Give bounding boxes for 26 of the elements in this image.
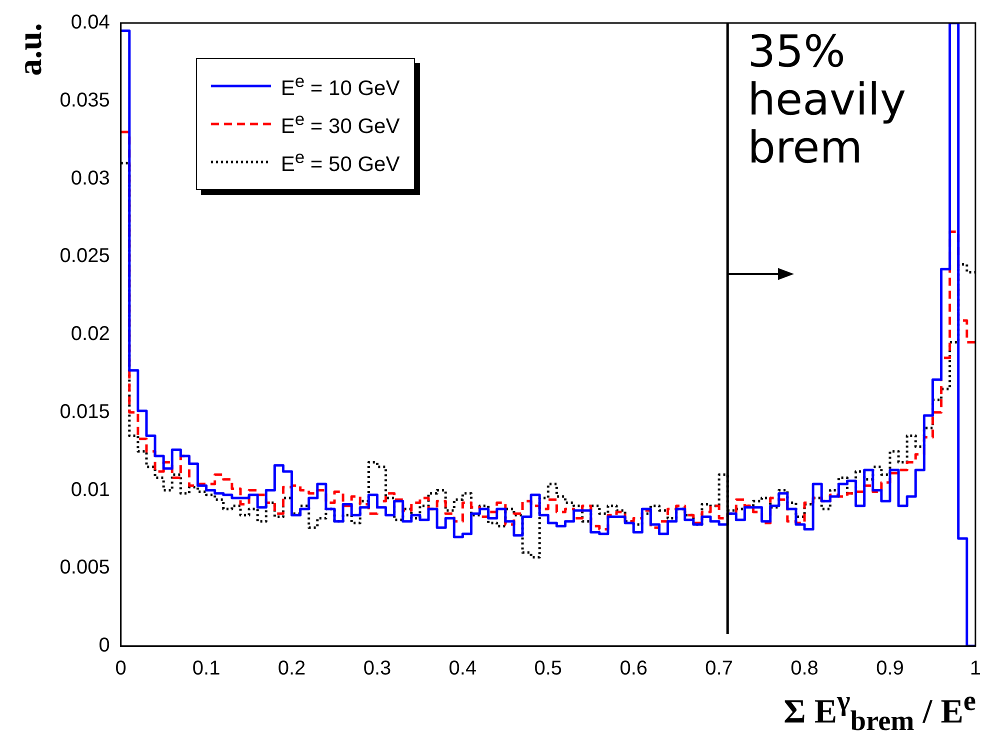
- y-tick-label: 0.035: [60, 89, 110, 112]
- y-tick-label: 0.03: [70, 167, 110, 190]
- y-tick-label: 0.005: [60, 556, 110, 579]
- y-tick-label: 0.015: [60, 400, 110, 423]
- x-tick-label: 0.8: [790, 658, 818, 680]
- y-tick-label: 0.02: [70, 323, 110, 346]
- y-axis-title: a.u.: [12, 23, 50, 76]
- x-tick-label: 0.5: [534, 658, 562, 680]
- x-tick-label: 0.4: [448, 658, 477, 680]
- x-tick-label: 0: [115, 658, 126, 680]
- x-tick-label: 0.6: [620, 658, 648, 680]
- x-tick-label: 0.2: [278, 658, 306, 680]
- legend-label: E$^{e}$ = 10 GeV: [280, 71, 400, 101]
- x-axis-title: Σ E$^{γ}$$_{brem}$ / E$^{e}$: [784, 686, 976, 738]
- x-tick-label: 1: [970, 658, 981, 680]
- y-tick-label: 0: [98, 634, 110, 657]
- x-tick-label: 0.3: [363, 658, 392, 680]
- y-tick-label: 0.01: [70, 478, 110, 501]
- legend-label: E$^{e}$ = 30 GeV: [280, 109, 400, 139]
- ref-line-label: 35% heavily brem: [748, 26, 906, 174]
- x-tick-label: 0.1: [192, 658, 220, 680]
- x-tick-label: 0.9: [876, 658, 904, 680]
- legend-label: E$^{e}$ = 50 GeV: [280, 147, 400, 177]
- x-tick-label: 0.7: [705, 658, 733, 680]
- y-tick-label: 0.04: [70, 12, 110, 34]
- y-tick-label: 0.025: [60, 245, 110, 268]
